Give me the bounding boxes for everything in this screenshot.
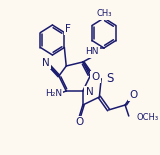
Text: N: N bbox=[86, 87, 93, 97]
Text: N: N bbox=[42, 58, 50, 68]
Text: CH₃: CH₃ bbox=[96, 9, 112, 18]
Text: O: O bbox=[75, 117, 83, 127]
Text: F: F bbox=[65, 24, 71, 33]
Text: S: S bbox=[106, 71, 113, 84]
Text: O: O bbox=[92, 72, 100, 82]
Text: OCH₃: OCH₃ bbox=[136, 113, 158, 122]
Text: O: O bbox=[129, 90, 137, 100]
Text: H₂N: H₂N bbox=[45, 89, 62, 97]
Text: HN: HN bbox=[85, 47, 99, 57]
